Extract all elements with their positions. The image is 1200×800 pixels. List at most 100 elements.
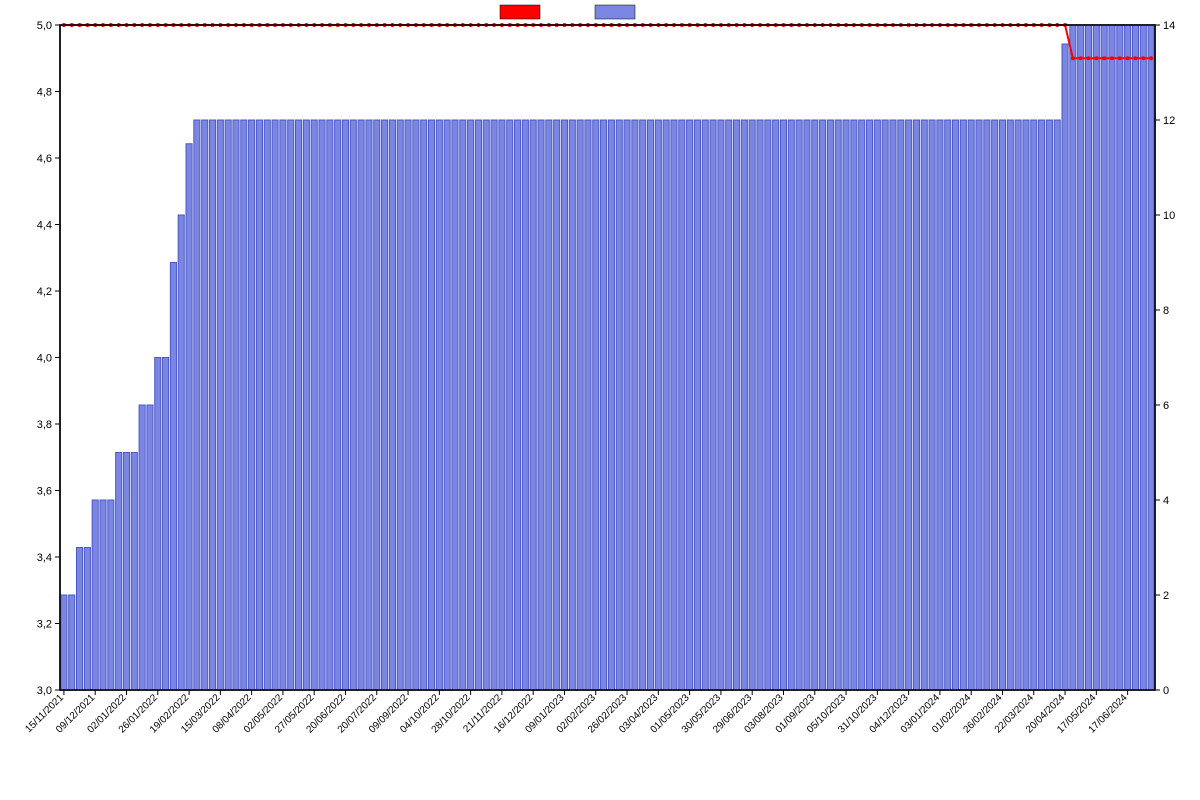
bar: [890, 120, 896, 690]
bar: [100, 500, 106, 690]
bar: [131, 453, 137, 691]
bar: [1093, 25, 1099, 690]
legend-swatch-line: [500, 5, 540, 19]
bar: [374, 120, 380, 690]
bar: [945, 120, 951, 690]
bar: [358, 120, 364, 690]
bar: [288, 120, 294, 690]
bar: [444, 120, 450, 690]
bar: [874, 120, 880, 690]
bar: [327, 120, 333, 690]
bar: [554, 120, 560, 690]
y1-tick-label: 3,0: [37, 685, 52, 697]
bar: [1085, 25, 1091, 690]
legend-swatch-bar: [595, 5, 635, 19]
y1-tick-label: 3,8: [37, 419, 52, 431]
bar: [249, 120, 255, 690]
bar: [843, 120, 849, 690]
bar: [882, 120, 888, 690]
bar: [671, 120, 677, 690]
y1-tick-label: 3,4: [37, 552, 52, 564]
bar: [929, 120, 935, 690]
y1-tick-label: 3,2: [37, 619, 52, 631]
bar: [726, 120, 732, 690]
y1-tick-label: 4,2: [37, 286, 52, 298]
bar: [1031, 120, 1037, 690]
bar: [992, 120, 998, 690]
y2-tick-label: 2: [1163, 590, 1169, 602]
bar: [1070, 25, 1076, 690]
bar: [960, 120, 966, 690]
bar: [624, 120, 630, 690]
bar: [640, 120, 646, 690]
bar: [859, 120, 865, 690]
bar: [405, 120, 411, 690]
line-marker: [1110, 56, 1114, 60]
bar: [460, 120, 466, 690]
y1-tick-label: 3,6: [37, 486, 52, 498]
bar: [382, 120, 388, 690]
bar: [749, 120, 755, 690]
bar: [84, 548, 90, 691]
line-marker: [1133, 56, 1137, 60]
bar: [632, 120, 638, 690]
bar: [655, 120, 661, 690]
bar: [1101, 25, 1107, 690]
bar: [835, 120, 841, 690]
y1-tick-label: 5,0: [37, 20, 52, 32]
bar: [569, 120, 575, 690]
bar: [421, 120, 427, 690]
y2-tick-label: 8: [1163, 305, 1169, 317]
bar: [851, 120, 857, 690]
bar: [608, 120, 614, 690]
bar: [968, 120, 974, 690]
y2-tick-label: 14: [1163, 20, 1175, 32]
bar: [475, 120, 481, 690]
bar: [69, 595, 75, 690]
bar: [780, 120, 786, 690]
bar: [1109, 25, 1115, 690]
bar: [561, 120, 567, 690]
bar: [866, 120, 872, 690]
bar: [827, 120, 833, 690]
bar: [389, 120, 395, 690]
bar: [734, 120, 740, 690]
y2-tick-label: 0: [1163, 685, 1169, 697]
bar: [163, 358, 169, 691]
line-marker: [1079, 56, 1083, 60]
bar: [538, 120, 544, 690]
bar: [225, 120, 231, 690]
bar: [507, 120, 513, 690]
bar: [335, 120, 341, 690]
bar: [186, 144, 192, 690]
line-marker: [1094, 56, 1098, 60]
bar: [679, 120, 685, 690]
bar: [1039, 120, 1045, 690]
bar: [984, 120, 990, 690]
y2-tick-label: 4: [1163, 495, 1169, 507]
bar: [757, 120, 763, 690]
bar: [1148, 25, 1154, 690]
bar: [1062, 44, 1068, 690]
bar: [123, 453, 129, 691]
bar: [1125, 25, 1131, 690]
bar: [296, 120, 302, 690]
bar: [647, 120, 653, 690]
y1-tick-label: 4,8: [37, 87, 52, 99]
bar: [593, 120, 599, 690]
bar: [264, 120, 270, 690]
bar: [436, 120, 442, 690]
y1-tick-label: 4,0: [37, 353, 52, 365]
bar: [898, 120, 904, 690]
bar: [585, 120, 591, 690]
bar: [1015, 120, 1021, 690]
bar: [209, 120, 215, 690]
bar: [499, 120, 505, 690]
line-marker: [1118, 56, 1122, 60]
bar: [116, 453, 122, 691]
bar: [820, 120, 826, 690]
bar: [194, 120, 200, 690]
bar: [577, 120, 583, 690]
bar: [280, 120, 286, 690]
bar: [702, 120, 708, 690]
